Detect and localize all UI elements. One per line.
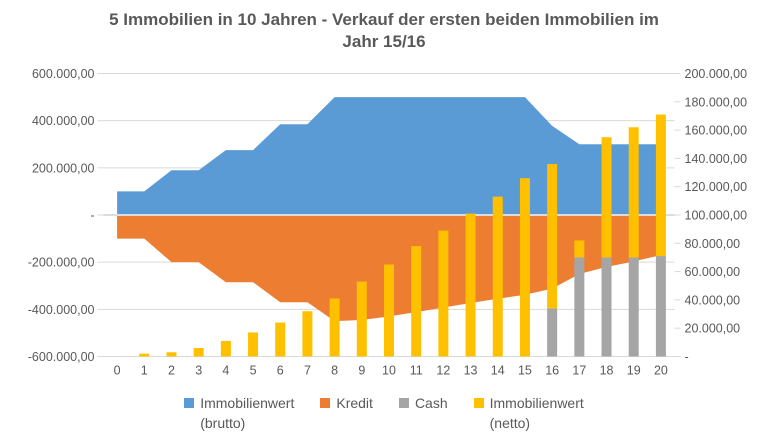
bar-netto-year-8 — [329, 298, 340, 357]
x-axis-label: 2 — [168, 364, 175, 378]
legend-label-netto: Immobilienwert — [489, 395, 584, 411]
bar-netto-year-12 — [438, 230, 449, 357]
chart-title-line1: 5 Immobilien in 10 Jahren - Verkauf der … — [109, 10, 659, 29]
legend-item-immobilienwert-netto: Immobilienwert (netto) — [473, 393, 584, 433]
left-axis-tick-label: 200.000,00 — [32, 161, 95, 175]
legend-swatch-cash-icon — [398, 398, 409, 408]
x-axis-label: 13 — [464, 364, 478, 378]
right-axis-tick-label: 60.000,00 — [685, 265, 741, 279]
x-axis-label: 7 — [304, 364, 311, 378]
x-axis-label: 19 — [627, 364, 641, 378]
bar-cash-year-18 — [601, 257, 612, 357]
right-axis-tick-label: 20.000,00 — [685, 322, 741, 336]
x-axis-label: 6 — [277, 364, 284, 378]
legend-label-brutto: Immobilienwert — [200, 395, 295, 411]
left-axis-tick-label: 600.000,00 — [32, 67, 95, 81]
left-axis-tick-label: - — [90, 209, 94, 223]
right-axis-tick-label: 80.000,00 — [685, 237, 741, 251]
bar-netto-year-7 — [302, 311, 313, 357]
x-axis-label: 14 — [491, 364, 505, 378]
right-axis-tick-label: 160.000,00 — [685, 124, 748, 138]
bar-netto-year-17 — [574, 240, 585, 258]
chart-title: 5 Immobilien in 10 Jahren - Verkauf der … — [0, 9, 768, 53]
legend-swatch-netto-icon — [473, 398, 484, 408]
x-axis-label: 15 — [518, 364, 532, 378]
x-axis-label: 16 — [545, 364, 559, 378]
chart-legend: Immobilienwert (brutto) Kredit Cash Immo… — [0, 393, 768, 433]
right-axis-tick-label: - — [685, 350, 689, 364]
bar-netto-year-11 — [411, 246, 422, 357]
left-axis-tick-label: 400.000,00 — [32, 114, 95, 128]
left-axis-tick-label: -200.000,00 — [28, 256, 95, 270]
x-axis-label: 11 — [410, 364, 423, 378]
bar-cash-year-19 — [628, 257, 639, 357]
bar-netto-year-1 — [139, 353, 150, 357]
bar-netto-year-9 — [356, 281, 367, 357]
legend-swatch-brutto-icon — [184, 398, 195, 408]
right-axis-tick-label: 100.000,00 — [685, 209, 748, 223]
left-axis-tick-label: -400.000,00 — [28, 303, 95, 317]
bar-netto-year-10 — [384, 264, 394, 357]
bar-netto-year-5 — [248, 332, 259, 357]
legend-item-kredit: Kredit — [320, 393, 373, 433]
legend-label-netto-sub: (netto) — [489, 415, 531, 431]
right-axis-tick-label: 140.000,00 — [685, 152, 748, 166]
right-axis-tick-label: 200.000,00 — [685, 67, 748, 81]
legend-item-cash: Cash — [398, 393, 448, 433]
x-axis-label: 0 — [114, 364, 121, 378]
bar-netto-year-4 — [220, 340, 231, 357]
x-axis-label: 17 — [572, 364, 586, 378]
x-axis-label: 10 — [382, 364, 396, 378]
bar-cash-year-16 — [547, 308, 558, 357]
legend-label-kredit: Kredit — [336, 395, 373, 411]
x-axis-label: 12 — [436, 364, 450, 378]
area-immobilienwert-brutto — [117, 97, 661, 215]
bar-netto-year-16 — [547, 164, 558, 309]
bar-netto-year-2 — [166, 352, 177, 357]
bar-cash-year-17 — [574, 257, 585, 357]
bar-netto-year-6 — [275, 322, 286, 357]
bar-netto-year-13 — [465, 213, 476, 357]
x-axis-label: 20 — [654, 364, 668, 378]
x-axis-label: 5 — [250, 364, 257, 378]
x-axis-label: 9 — [358, 364, 365, 378]
x-axis-label: 8 — [331, 364, 338, 378]
chart-title-line2: Jahr 15/16 — [342, 32, 426, 51]
bar-netto-year-14 — [492, 196, 503, 357]
bar-netto-year-15 — [519, 178, 530, 357]
x-axis-label: 3 — [195, 364, 202, 378]
legend-label-brutto-sub: (brutto) — [200, 415, 246, 431]
x-axis-label: 1 — [141, 364, 148, 378]
x-axis-label: 4 — [222, 364, 229, 378]
bar-netto-year-19 — [628, 127, 639, 258]
x-axis-label: 18 — [600, 364, 614, 378]
bar-netto-year-3 — [193, 348, 204, 357]
bar-cash-year-20 — [655, 256, 666, 357]
right-axis-tick-label: 180.000,00 — [685, 95, 748, 109]
left-axis-tick-label: -600.000,00 — [28, 350, 95, 364]
bar-netto-year-18 — [601, 137, 612, 258]
bar-netto-year-20 — [655, 114, 666, 257]
right-axis-tick-label: 120.000,00 — [685, 180, 748, 194]
legend-label-cash: Cash — [414, 395, 448, 411]
legend-swatch-kredit-icon — [320, 398, 331, 408]
right-axis-tick-label: 40.000,00 — [685, 293, 741, 307]
legend-item-immobilienwert-brutto: Immobilienwert (brutto) — [184, 393, 294, 433]
